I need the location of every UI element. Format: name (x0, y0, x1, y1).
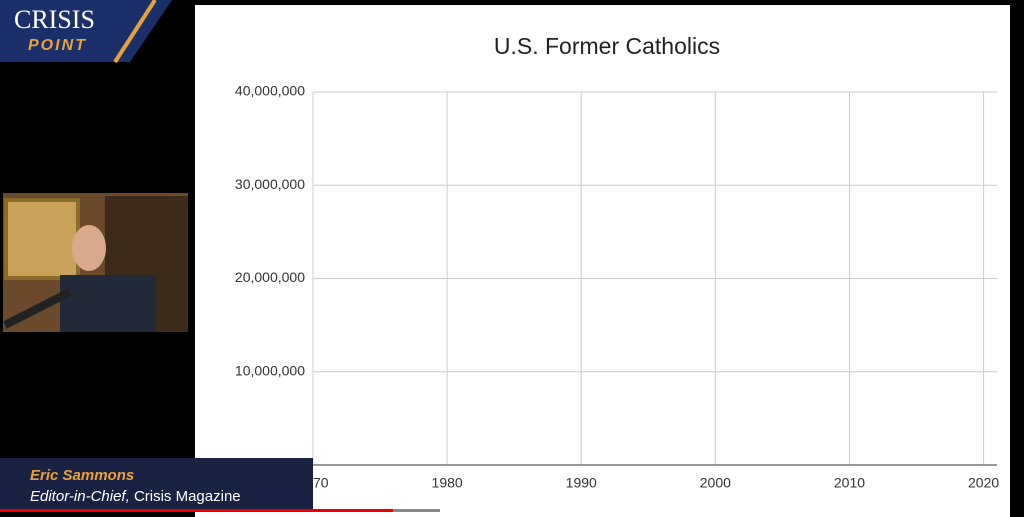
x-tick-label: 2000 (700, 475, 731, 491)
x-tick-label: 1990 (566, 475, 597, 491)
person-head (72, 225, 106, 271)
y-tick-label: 40,000,000 (235, 83, 305, 99)
logo-bg (0, 0, 172, 62)
chart-title: U.S. Former Catholics (494, 33, 720, 59)
lower-third-bg (0, 458, 313, 510)
y-tick-label: 10,000,000 (235, 362, 305, 378)
y-tick-label: 30,000,000 (235, 176, 305, 192)
speaker-title: Editor-in-Chief, Crisis Magazine (30, 488, 241, 505)
painting (4, 198, 80, 280)
progress-bar[interactable] (0, 509, 393, 512)
webcam (3, 193, 188, 332)
logo: CRISIS POINT (0, 0, 172, 64)
x-tick-label: 2020 (968, 475, 999, 491)
speaker-org: Crisis Magazine (134, 488, 241, 505)
logo-line2: POINT (28, 37, 87, 54)
person-body (60, 275, 155, 332)
y-tick-label: 20,000,000 (235, 269, 305, 285)
lower-third: Eric Sammons Editor-in-Chief, Crisis Mag… (0, 458, 313, 510)
speaker-role: Editor-in-Chief, (30, 488, 130, 505)
x-tick-label: 2010 (834, 475, 865, 491)
chart-panel (195, 5, 1010, 517)
speaker-name: Eric Sammons (30, 467, 134, 484)
logo-line1: CRISIS (14, 5, 95, 34)
logo-stripe (113, 0, 157, 64)
microphone (3, 288, 72, 329)
x-tick-label: 1980 (432, 475, 463, 491)
chart: U.S. Former Catholics 10,000,000 20,000,0… (235, 33, 999, 491)
